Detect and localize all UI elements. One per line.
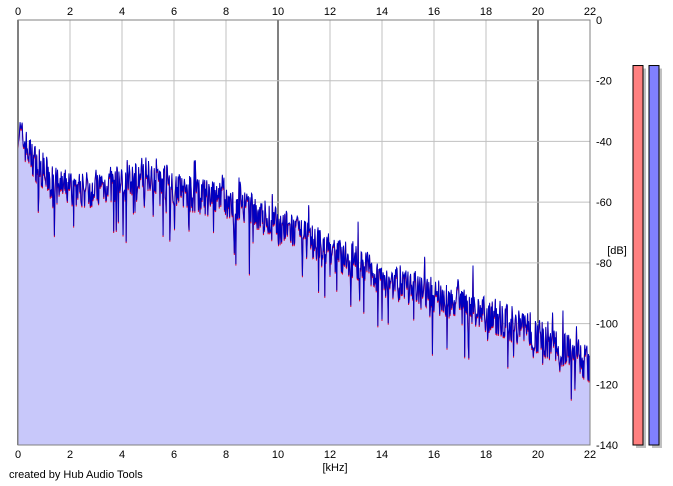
x-tick-label-bottom-9: 18 [480,449,492,461]
y-tick-label-6: -120 [596,379,618,391]
x-tick-label-bottom-3: 6 [171,449,177,461]
x-tick-label-bottom-6: 12 [324,449,336,461]
plot-frame [17,19,591,446]
x-tick-label-bottom-2: 4 [119,449,125,461]
x-tick-label-bottom-0: 0 [15,449,21,461]
level-meters [632,65,662,449]
y-tick-label-2: -40 [596,136,612,148]
series-blue-line [17,122,591,400]
x-tick-label-top-2: 4 [119,6,125,18]
x-tick-label-bottom-7: 14 [376,449,388,461]
x-tick-label-top-10: 20 [532,6,544,18]
x-tick-label-top-0: 0 [15,6,21,18]
x-tick-labels-top: 0 2 4 6 8 10 12 14 16 18 20 22 [15,6,596,18]
y-axis-title: [dB] [607,245,627,257]
spectrum-fill [18,122,590,446]
y-tick-label-7: -140 [596,440,618,452]
x-tick-label-top-4: 8 [223,6,229,18]
x-tick-label-bottom-10: 20 [532,449,544,461]
x-tick-label-top-1: 2 [67,6,73,18]
x-axis-title: [kHz] [322,462,347,474]
spectrum-area [18,122,590,446]
x-tick-labels-bottom: 0 2 4 6 8 10 12 14 16 18 20 22 [15,449,596,461]
x-tick-label-bottom-4: 8 [223,449,229,461]
x-tick-label-bottom-5: 10 [272,449,284,461]
y-tick-label-0: 0 [596,15,602,27]
x-tick-label-top-7: 14 [376,6,388,18]
spectrum-lines [17,122,591,401]
x-tick-label-top-11: 22 [584,6,596,18]
y-tick-label-4: -80 [596,258,612,270]
y-tick-label-5: -100 [596,319,618,331]
x-tick-label-top-6: 12 [324,6,336,18]
x-tick-label-top-3: 6 [171,6,177,18]
y-tick-label-1: -20 [596,76,612,88]
y-tick-labels: 0 -20 -40 -60 -80 -100 -120 -140 [596,15,618,452]
x-tick-label-top-5: 10 [272,6,284,18]
x-tick-label-top-8: 16 [428,6,440,18]
x-tick-label-bottom-8: 16 [428,449,440,461]
x-tick-label-bottom-1: 2 [67,449,73,461]
x-tick-label-top-9: 18 [480,6,492,18]
meter-bar-right [648,65,660,446]
credit-text: created by Hub Audio Tools [9,469,143,481]
meter-bar-left [632,65,644,446]
x-tick-label-bottom-11: 22 [584,449,596,461]
y-tick-label-3: -60 [596,197,612,209]
